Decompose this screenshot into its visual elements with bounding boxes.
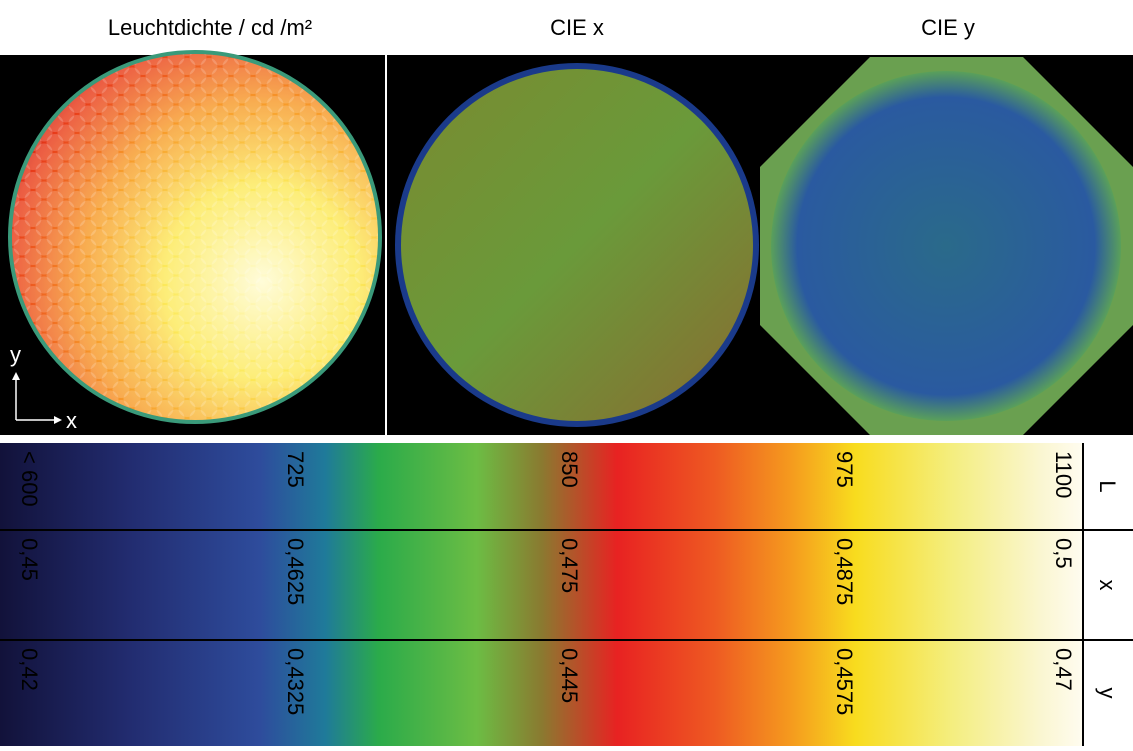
scale-label: 0,4325 bbox=[283, 648, 308, 715]
scale-label: 850 bbox=[557, 451, 582, 488]
cie-y-image bbox=[771, 71, 1121, 421]
row-name: L bbox=[1095, 480, 1120, 492]
panel-title: CIE y bbox=[921, 15, 975, 40]
scale-label: 975 bbox=[832, 451, 857, 488]
scale-label: < 600 bbox=[17, 451, 42, 507]
scale-label: 725 bbox=[283, 451, 308, 488]
scale-label: 0,475 bbox=[557, 538, 582, 593]
luminance-cells bbox=[12, 54, 378, 420]
panel-title: Leuchtdichte / cd /m² bbox=[108, 15, 312, 40]
cie-x-image bbox=[401, 69, 753, 421]
scale-label: 0,4875 bbox=[832, 538, 857, 605]
scale-label: 0,42 bbox=[17, 648, 42, 691]
scale-label: 0,445 bbox=[557, 648, 582, 703]
row-name: y bbox=[1095, 688, 1120, 699]
scale-label: 0,4625 bbox=[283, 538, 308, 605]
colorbar bbox=[0, 443, 1083, 746]
scale-label: 1100 bbox=[1051, 451, 1076, 498]
row-name: x bbox=[1095, 580, 1120, 591]
axis-label: y bbox=[10, 342, 21, 367]
scale-label: 0,4575 bbox=[832, 648, 857, 715]
axis-label: x bbox=[66, 408, 77, 433]
panel-title: CIE x bbox=[550, 15, 604, 40]
figure: y x Leuchtdichte / cd /m² CIE x CIE y < … bbox=[0, 0, 1133, 746]
scale-label: 0,45 bbox=[17, 538, 42, 581]
scale-label: 0,5 bbox=[1051, 538, 1076, 569]
scale-label: 0,47 bbox=[1051, 648, 1076, 691]
